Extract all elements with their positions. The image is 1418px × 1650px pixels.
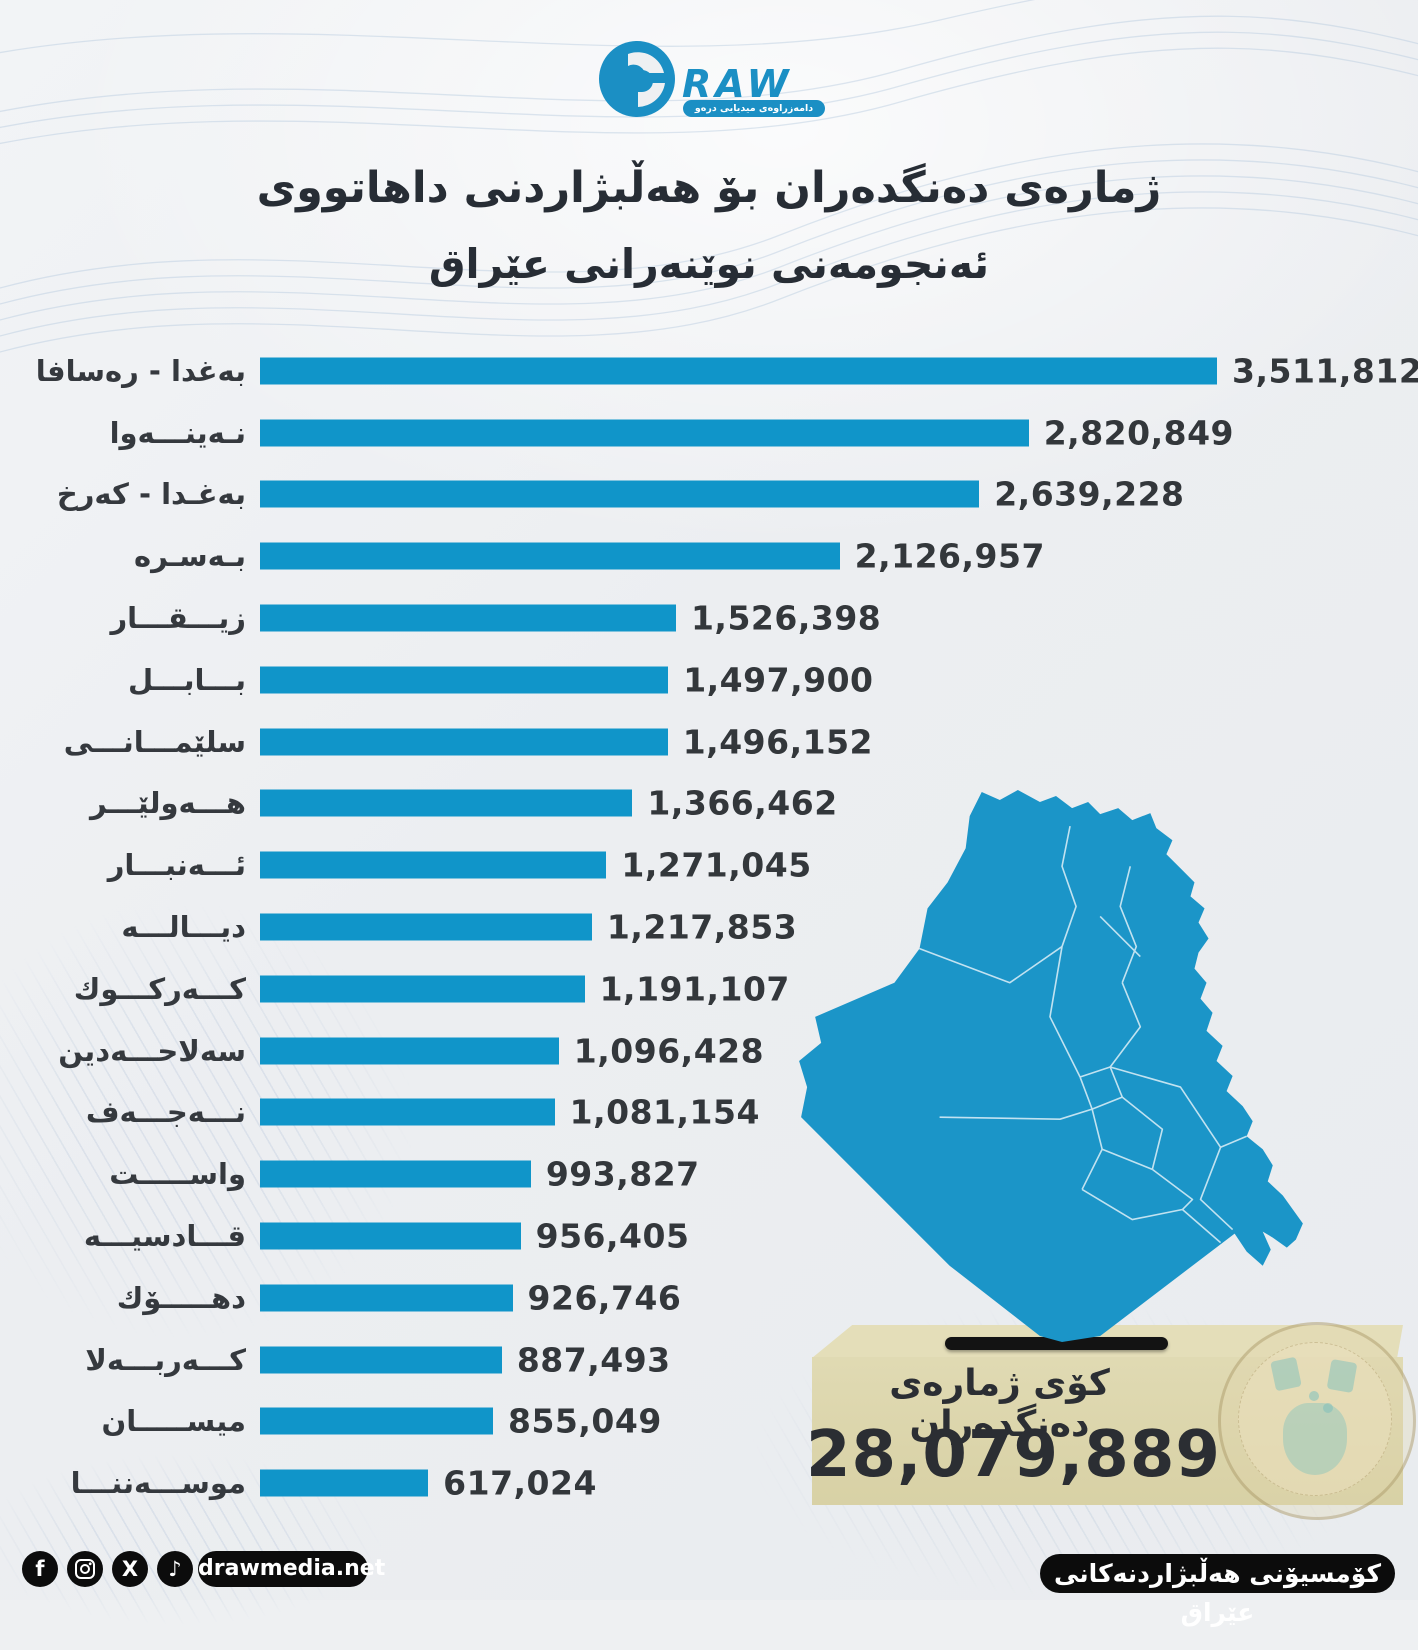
iraq-governorate-borders — [919, 825, 1247, 1244]
bar-category-label: بەغدا - رەسافا — [35, 353, 246, 388]
tiktok-icon[interactable]: ♪ — [157, 1551, 193, 1587]
bar-category-label: موســـەننـــا — [70, 1466, 246, 1501]
total-voters-label: کۆی ژمارەی دەنگدەران — [889, 1363, 1110, 1445]
bar-row: بـــابـــل 1,497,900 — [0, 649, 1418, 711]
draw-logo-wordmark: RAW — [682, 62, 793, 106]
bar-row: واســـــت 993,827 — [0, 1143, 1418, 1205]
bar-value-label: 926,746 — [527, 1278, 682, 1318]
bar — [260, 1222, 521, 1250]
bar-category-label: سلێمـــانـــی — [63, 724, 246, 759]
bar-row: سەلاحـــەدین 1,096,428 — [0, 1020, 1418, 1082]
ballot-box-slot — [945, 1337, 1168, 1350]
instagram-icon[interactable] — [67, 1551, 103, 1587]
infographic-title: ژمارەی دەنگدەران بۆ هەڵبژاردنی داهاتووی … — [0, 150, 1418, 302]
bar — [260, 357, 1217, 385]
bar — [260, 1284, 513, 1312]
bar-row: کـــەرکـــوك 1,191,107 — [0, 958, 1418, 1020]
bar-category-label: دیـــالـــە — [121, 910, 246, 945]
draw-logo-tagline: دامەزراوەی میدیایی درەو — [683, 100, 825, 117]
bar-category-label: ئـــەنبـــار — [107, 848, 246, 883]
bar-row: میســـــان 855,049 — [0, 1391, 1418, 1453]
bar-category-label: بـەسـرە — [134, 539, 246, 574]
bar — [260, 480, 980, 508]
bar-row: دهـــــۆك 926,746 — [0, 1267, 1418, 1329]
bar-row: بەغـدا - کەرخ 2,639,228 — [0, 464, 1418, 526]
bar — [260, 666, 669, 694]
bar-category-label: بەغـدا - کەرخ — [56, 477, 246, 512]
bar — [260, 789, 633, 817]
iraq-map — [799, 790, 1303, 1342]
bar-value-label: 3,511,812 — [1232, 351, 1418, 391]
bar — [260, 1160, 531, 1188]
bar-row: موســـەننـــا 617,024 — [0, 1452, 1418, 1514]
bar-value-label: 993,827 — [545, 1154, 700, 1194]
x-icon[interactable]: X — [112, 1551, 148, 1587]
bar — [260, 975, 585, 1003]
bar-value-label: 956,405 — [535, 1216, 690, 1256]
bar-value-label: 1,497,900 — [683, 660, 874, 700]
bar-row: نـــەجـــەف 1,081,154 — [0, 1082, 1418, 1144]
bar-category-label: هـــەولێـــر — [90, 786, 246, 821]
bar-category-label: نـەینـــەوا — [109, 415, 246, 450]
bar — [260, 913, 592, 941]
bar-value-label: 1,271,045 — [621, 845, 812, 885]
bar — [260, 419, 1029, 447]
bar-value-label: 1,217,853 — [606, 907, 798, 947]
draw-logo-icon — [599, 41, 675, 117]
bar — [260, 851, 607, 879]
bar-row: زیـــقـــار 1,526,398 — [0, 587, 1418, 649]
bar — [260, 604, 676, 632]
bar-value-label: 1,191,107 — [599, 969, 790, 1009]
bar — [260, 1469, 429, 1497]
iraq-map-shape — [799, 790, 1303, 1342]
source-pill[interactable]: کۆمسیۆنی هەڵبژاردنەکانی عێراق — [1040, 1554, 1395, 1627]
bar-row: نـەینـــەوا 2,820,849 — [0, 402, 1418, 464]
bar-row: دیـــالـــە 1,217,853 — [0, 896, 1418, 958]
bar-category-label: نـــەجـــەف — [85, 1095, 246, 1130]
bar-row: قـــادسیـــە 956,405 — [0, 1205, 1418, 1267]
bar-category-label: سەلاحـــەدین — [58, 1033, 246, 1068]
bar-category-label: واســـــت — [109, 1157, 246, 1192]
bar-value-label: 2,639,228 — [994, 474, 1185, 514]
draw-logo: RAW دامەزراوەی میدیایی درەو — [598, 40, 858, 140]
total-voters-value: 28,079,889 — [806, 1418, 1221, 1492]
bar-value-label: 887,493 — [516, 1340, 671, 1380]
bar-category-label: میســـــان — [101, 1404, 246, 1439]
bar-category-label: کـــەرکـــوك — [73, 971, 246, 1006]
bar-value-label: 617,024 — [443, 1463, 597, 1503]
bar-value-label: 2,126,957 — [854, 536, 1045, 576]
bar — [260, 1346, 502, 1374]
bar-value-label: 1,081,154 — [569, 1092, 760, 1132]
bar-value-label: 1,366,462 — [647, 783, 838, 823]
bar-row: ئـــەنبـــار 1,271,045 — [0, 834, 1418, 896]
website-pill[interactable]: drawmedia.net — [198, 1551, 385, 1587]
bar-category-label: دهـــــۆك — [116, 1280, 246, 1315]
bar — [260, 728, 668, 756]
bar-category-label: کـــەربـــەلا — [85, 1342, 246, 1377]
electoral-commission-seal — [1218, 1322, 1416, 1520]
bar-category-label: قـــادسیـــە — [83, 1219, 246, 1254]
bar-value-label: 1,526,398 — [690, 598, 882, 638]
bar-value-label: 1,496,152 — [682, 722, 874, 762]
bar — [260, 542, 840, 570]
bar-row: بـەسـرە 2,126,957 — [0, 525, 1418, 587]
facebook-icon[interactable]: f — [22, 1551, 58, 1587]
bar-row: کـــەربـــەلا 887,493 — [0, 1329, 1418, 1391]
bar-category-label: بـــابـــل — [127, 662, 246, 697]
bar — [260, 1407, 493, 1435]
bar — [260, 1098, 555, 1126]
bar-category-label: زیـــقـــار — [110, 601, 246, 636]
bar-value-label: 855,049 — [508, 1401, 662, 1441]
bar-row: سلێمـــانـــی 1,496,152 — [0, 711, 1418, 773]
title-line-2: ئەنجومەنی نوێنەرانی عێراق — [428, 240, 990, 288]
bar — [260, 1037, 559, 1065]
bar-value-label: 2,820,849 — [1043, 413, 1235, 453]
instagram-glyph — [75, 1559, 95, 1579]
bar-row: هـــەولێـــر 1,366,462 — [0, 773, 1418, 835]
bar-value-label: 1,096,428 — [573, 1031, 765, 1071]
bar-row: بەغدا - رەسافا 3,511,812 — [0, 340, 1418, 402]
title-line-1: ژمارەی دەنگدەران بۆ هەڵبژاردنی داهاتووی — [256, 163, 1162, 213]
